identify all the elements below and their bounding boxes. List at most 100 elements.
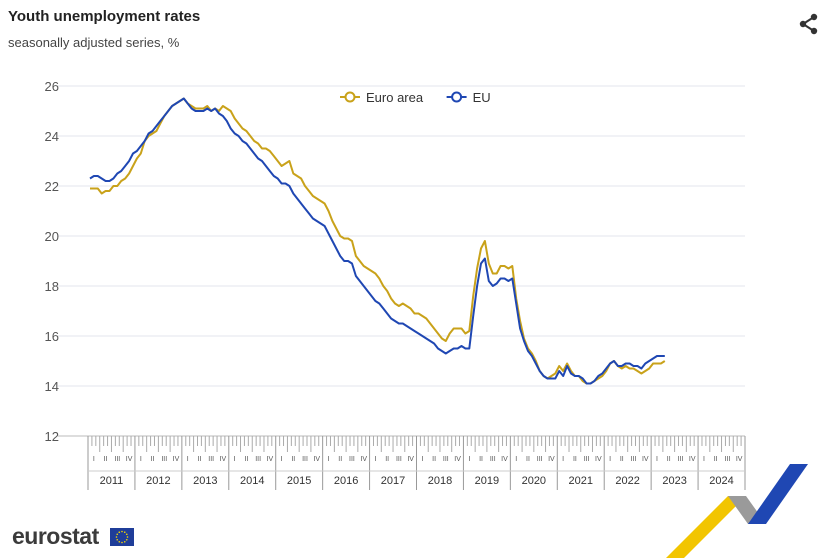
quarter-label: III [349,456,355,463]
flag-star [121,530,123,533]
quarter-label: II [714,456,718,463]
quarter-label: IV [548,456,555,463]
quarter-label: I [328,456,330,463]
quarter-label: I [421,456,423,463]
y-tick-label: 12 [45,429,59,444]
quarter-label: IV [642,456,649,463]
quarter-label: II [526,456,530,463]
eu-flag-icon [110,528,134,546]
flag-star [125,533,128,536]
y-tick-label: 24 [45,129,59,144]
x-axis: I II III IV I II III IV I II III IV I II III IV I II III IV… [87,436,746,490]
legend-marker-eu [451,91,463,103]
year-label: 2017 [381,475,405,487]
quarter-label: III [678,456,684,463]
series-lines [89,97,666,385]
quarter-label: II [573,456,577,463]
quarter-label: I [281,456,283,463]
series-line-euro-area [90,97,666,385]
quarter-label: II [291,456,295,463]
quarter-label: III [161,456,167,463]
quarter-label: III [208,456,214,463]
y-tick-label: 26 [45,79,59,94]
quarter-label: IV [360,456,367,463]
quarter-label: II [385,456,389,463]
quarter-label: III [443,456,449,463]
quarter-label: II [432,456,436,463]
legend[interactable]: Euro area EU [340,90,491,105]
year-label: 2023 [662,475,686,487]
flag-star [123,531,126,534]
quarter-label: III [490,456,496,463]
quarter-label: IV [267,456,274,463]
quarter-label: IV [313,456,320,463]
flag-star [121,541,123,544]
flag-star [126,536,129,538]
y-tick-label: 14 [45,379,59,394]
chart-subtitle: seasonally adjusted series, % [8,35,180,50]
quarter-label: III [537,456,543,463]
flag-star [116,533,119,536]
quarter-label: IV [501,456,508,463]
quarter-label: III [584,456,590,463]
chart-title: Youth unemployment rates [8,8,201,25]
quarter-label: I [234,456,236,463]
quarter-label: II [667,456,671,463]
quarter-label: III [631,456,637,463]
year-label: 2019 [475,475,499,487]
quarter-label: II [479,456,483,463]
year-label: 2020 [522,475,546,487]
year-label: 2022 [615,475,639,487]
quarter-label: III [302,456,308,463]
decorative-chevron [666,464,808,558]
quarter-label: I [609,456,611,463]
quarter-label: I [562,456,564,463]
legend-label-euro-area: Euro area [366,90,424,105]
quarter-label: IV [736,456,743,463]
quarter-label: II [620,456,624,463]
y-tick-label: 22 [45,179,59,194]
year-label: 2013 [193,475,217,487]
quarter-label: I [656,456,658,463]
flag-star [118,531,121,534]
quarter-label: II [198,456,202,463]
flag-star [118,540,121,543]
quarter-label: II [244,456,248,463]
quarter-label: III [396,456,402,463]
series-line-eu [89,97,665,385]
quarter-label: III [255,456,261,463]
y-tick-label: 18 [45,279,59,294]
legend-label-eu: EU [473,90,491,105]
year-label: 2021 [569,475,593,487]
flag-star [115,536,118,538]
flag-star [116,538,119,541]
flag-star [123,540,126,543]
quarter-label: II [151,456,155,463]
year-label: 2018 [428,475,452,487]
quarter-label: II [338,456,342,463]
year-label: 2011 [100,475,124,487]
y-tick-label: 20 [45,229,59,244]
quarter-label: IV [689,456,696,463]
quarter-label: IV [126,456,133,463]
year-label: 2024 [709,475,733,487]
quarter-label: III [724,456,730,463]
quarter-label: I [93,456,95,463]
quarter-label: IV [220,456,227,463]
year-label: 2012 [146,475,170,487]
quarter-label: I [374,456,376,463]
eurostat-logo: eurostat [12,523,99,549]
quarter-label: I [515,456,517,463]
flag-star [125,538,128,541]
year-label: 2016 [334,475,358,487]
quarter-label: IV [407,456,414,463]
y-axis-ticks: 12 14 16 18 20 22 24 26 [45,79,59,444]
y-tick-label: 16 [45,329,59,344]
share-icon[interactable] [797,12,821,36]
y-gridlines [58,85,745,437]
quarter-label: IV [454,456,461,463]
quarter-label: I [468,456,470,463]
quarter-label: IV [595,456,602,463]
quarter-label: I [140,456,142,463]
